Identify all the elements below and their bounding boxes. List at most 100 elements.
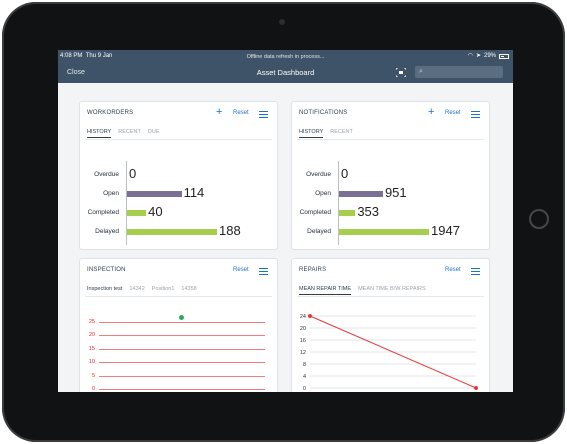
search-icon: ⌕ bbox=[419, 68, 423, 75]
inspection-card: INSPECTION Reset Inspection test 14342 P… bbox=[79, 258, 278, 392]
tab-position1[interactable]: Position1 bbox=[151, 286, 175, 292]
tab-divider bbox=[85, 296, 272, 297]
nav-bar: Close Asset Dashboard ⌕ bbox=[58, 63, 513, 83]
repairs-title: REPAIRS bbox=[299, 267, 327, 273]
status-indicators: ◠ ➤ 29% bbox=[468, 53, 509, 59]
tab-14358[interactable]: 14358 bbox=[181, 286, 197, 292]
repairs-reset-button[interactable]: Reset bbox=[445, 267, 461, 273]
page-title: Asset Dashboard bbox=[256, 68, 315, 77]
y-tick-label: 20 bbox=[300, 326, 306, 332]
bar-axis bbox=[338, 161, 339, 245]
y-tick-label: 4 bbox=[303, 374, 306, 380]
category-label: Overdue bbox=[94, 171, 119, 178]
y-tick-label: 16 bbox=[300, 338, 306, 344]
notifications-title: NOTIFICATIONS bbox=[299, 110, 348, 116]
camera-icon bbox=[279, 19, 285, 25]
status-message: Offline data refresh in process... bbox=[246, 54, 325, 60]
gridline bbox=[99, 322, 265, 323]
y-tick-label: 15 bbox=[88, 345, 95, 352]
add-icon[interactable]: + bbox=[428, 106, 435, 118]
wifi-icon: ◠ bbox=[467, 53, 473, 59]
data-point[interactable] bbox=[474, 386, 478, 390]
repairs-card: REPAIRS Reset MEAN REPAIR TIME MEAN TIME… bbox=[291, 258, 490, 392]
category-label: Completed bbox=[299, 209, 331, 216]
tab-divider bbox=[297, 296, 484, 297]
y-tick-label: 24 bbox=[300, 314, 306, 320]
category-label: Delayed bbox=[307, 228, 331, 235]
category-label: Delayed bbox=[95, 228, 119, 235]
tab-history[interactable]: HISTORY bbox=[87, 129, 112, 138]
y-tick-label: 8 bbox=[303, 362, 306, 368]
tab-mean-repair-time[interactable]: MEAN REPAIR TIME bbox=[299, 286, 352, 295]
menu-icon[interactable] bbox=[259, 111, 268, 118]
bar-value-label: 188 bbox=[219, 223, 241, 238]
gridline bbox=[99, 348, 265, 350]
tab-due[interactable]: DUE bbox=[147, 129, 160, 135]
bar-value-label: 0 bbox=[341, 166, 349, 181]
search-input[interactable]: ⌕ bbox=[415, 66, 503, 78]
category-label: Open bbox=[315, 190, 331, 197]
gridline bbox=[99, 362, 265, 364]
tab-14342[interactable]: 14342 bbox=[129, 286, 145, 292]
y-tick-label: 5 bbox=[91, 372, 95, 379]
notifications-tabs: HISTORY RECENT bbox=[299, 129, 353, 138]
y-tick-label: 25 bbox=[88, 319, 95, 325]
bar[interactable] bbox=[127, 210, 147, 216]
inspection-title: INSPECTION bbox=[87, 267, 126, 273]
data-point[interactable] bbox=[179, 314, 184, 320]
workorders-tabs: HISTORY RECENT DUE bbox=[87, 129, 160, 138]
menu-icon[interactable] bbox=[471, 111, 480, 118]
bar[interactable] bbox=[339, 191, 383, 197]
battery-percent: 29% bbox=[483, 53, 496, 59]
bar-value-label: 951 bbox=[384, 185, 407, 200]
notifications-card: NOTIFICATIONS + Reset HISTORY RECENT Ove… bbox=[291, 101, 490, 250]
tab-recent[interactable]: RECENT bbox=[330, 129, 353, 135]
bar[interactable] bbox=[339, 229, 429, 235]
battery-icon bbox=[499, 53, 509, 59]
close-button[interactable]: Close bbox=[67, 69, 85, 76]
bar-value-label: 40 bbox=[148, 204, 163, 219]
tab-history[interactable]: HISTORY bbox=[299, 129, 324, 138]
gridline bbox=[99, 335, 265, 337]
inspection-reset-button[interactable]: Reset bbox=[233, 267, 249, 273]
bar-value-label: 0 bbox=[129, 166, 137, 181]
gridline bbox=[99, 389, 265, 390]
status-bar: 4:08 PM Thu 9 Jan Offline data refresh i… bbox=[58, 50, 513, 63]
series-line bbox=[309, 315, 477, 389]
data-point[interactable] bbox=[308, 314, 312, 318]
category-label: Overdue bbox=[306, 171, 331, 178]
bar[interactable] bbox=[339, 210, 356, 216]
y-tick-label: 0 bbox=[303, 386, 306, 392]
tab-inspection-test[interactable]: Inspection test bbox=[87, 286, 123, 292]
tab-divider bbox=[85, 139, 272, 140]
workorders-card: WORKORDERS + Reset HISTORY RECENT DUE Ov… bbox=[79, 101, 278, 250]
menu-icon[interactable] bbox=[471, 268, 480, 275]
repairs-tabs: MEAN REPAIR TIME MEAN TIME B/W REPAIRS bbox=[299, 286, 426, 295]
bar-value-label: 114 bbox=[183, 185, 205, 200]
inspection-tabs: Inspection test 14342 Position1 14358 bbox=[87, 286, 197, 294]
bar[interactable] bbox=[127, 191, 182, 197]
bar[interactable] bbox=[127, 229, 217, 235]
screen: 4:08 PM Thu 9 Jan Offline data refresh i… bbox=[58, 50, 513, 392]
y-tick-label: 20 bbox=[88, 332, 95, 339]
workorders-reset-button[interactable]: Reset bbox=[233, 110, 249, 116]
tab-mean-time-between-repairs[interactable]: MEAN TIME B/W REPAIRS bbox=[358, 286, 426, 292]
workorders-title: WORKORDERS bbox=[87, 110, 134, 116]
gridline bbox=[99, 375, 265, 377]
barcode-scan-icon[interactable] bbox=[396, 68, 406, 77]
status-time: 4:08 PM Thu 9 Jan bbox=[60, 53, 113, 59]
bar-value-label: 1947 bbox=[431, 223, 460, 238]
y-tick-label: 0 bbox=[91, 386, 95, 392]
category-label: Open bbox=[103, 190, 119, 197]
add-icon[interactable]: + bbox=[216, 106, 223, 118]
tab-divider bbox=[297, 139, 484, 140]
y-tick-label: 10 bbox=[88, 359, 95, 366]
repairs-chart: 0 4 8 12 16 20 24 bbox=[300, 314, 478, 392]
home-button[interactable] bbox=[529, 209, 549, 229]
notifications-reset-button[interactable]: Reset bbox=[445, 110, 461, 116]
menu-icon[interactable] bbox=[259, 268, 268, 275]
tab-recent[interactable]: RECENT bbox=[118, 129, 141, 135]
bar-axis bbox=[126, 161, 127, 245]
location-icon: ➤ bbox=[475, 53, 481, 59]
